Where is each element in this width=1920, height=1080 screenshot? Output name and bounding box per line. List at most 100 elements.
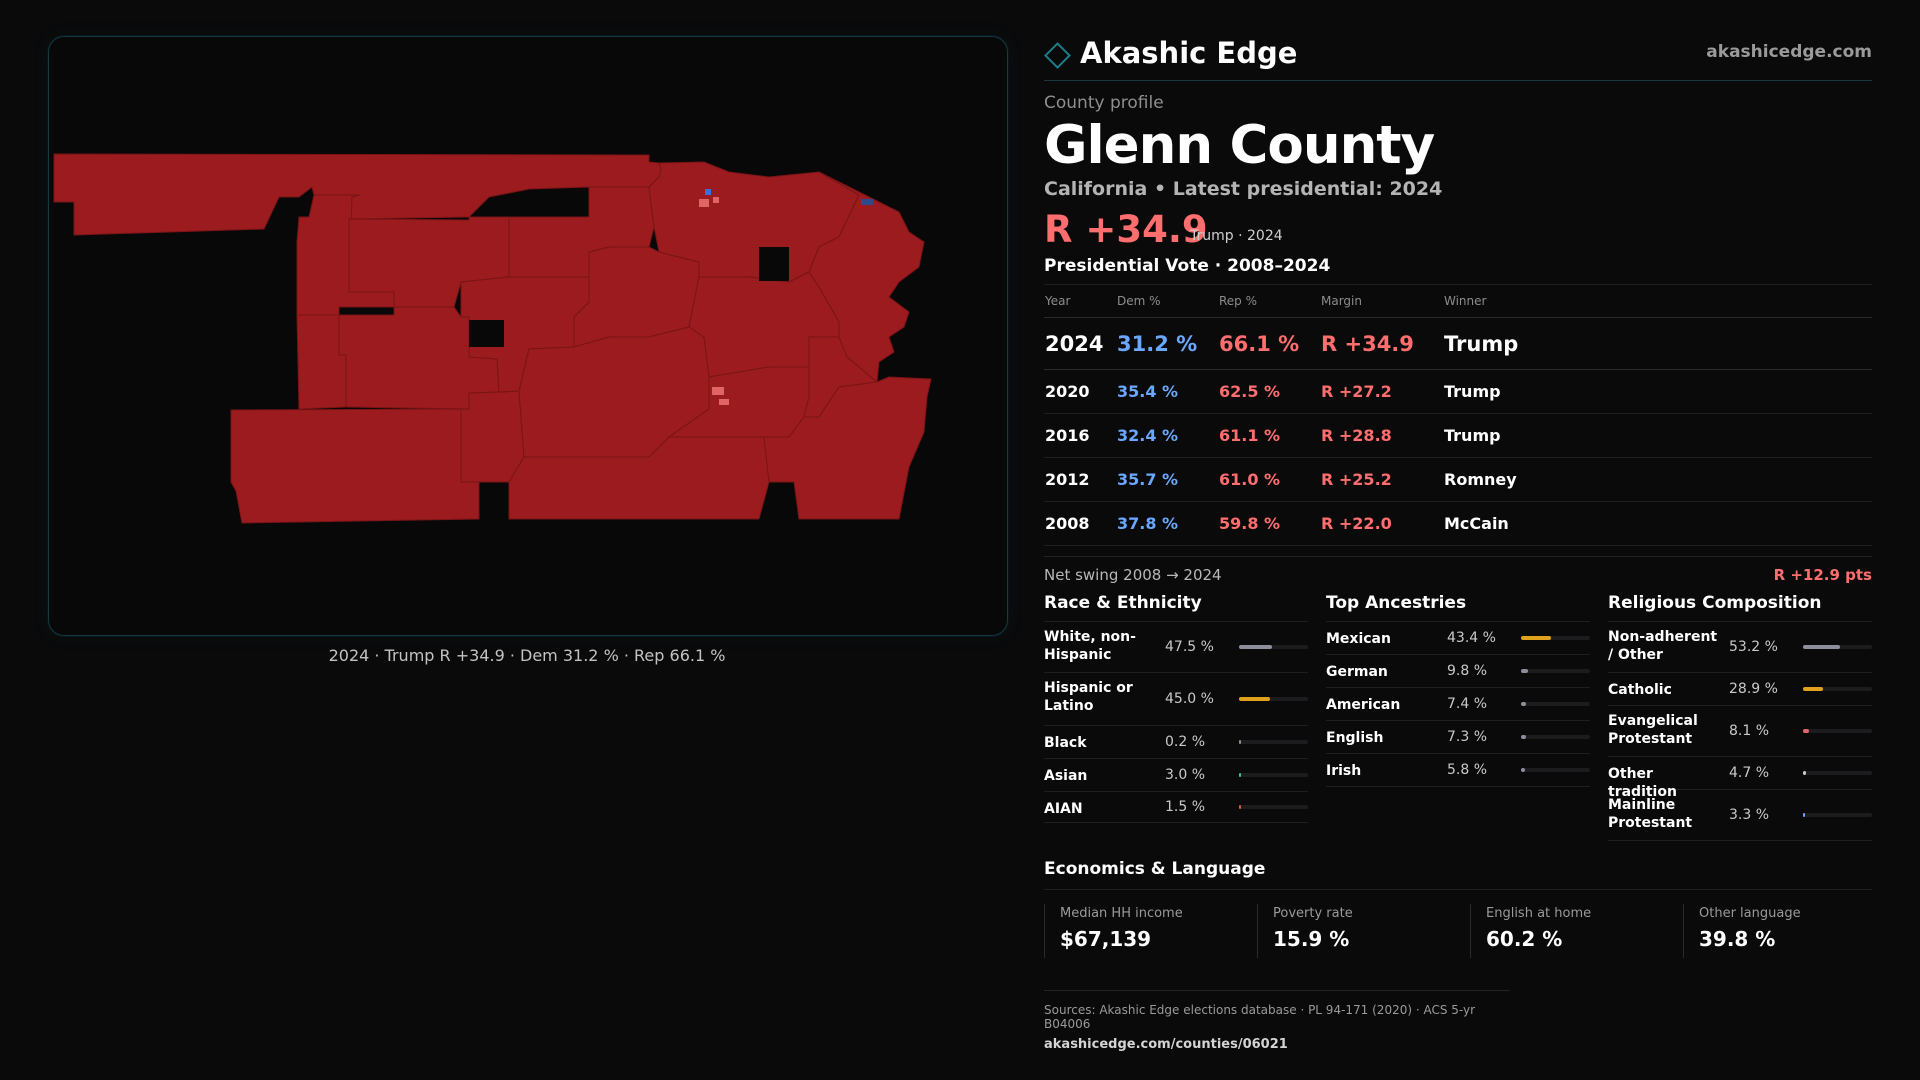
share-bar-fill — [1803, 729, 1809, 733]
share-bar-fill — [1521, 669, 1528, 673]
row-year: 2020 — [1044, 369, 1116, 414]
share-bar-fill — [1803, 645, 1840, 649]
row-winner: Trump — [1443, 413, 1872, 458]
sources-line: Sources: Akashic Edge elections database… — [1044, 1003, 1476, 1031]
economics-heading: Economics & Language — [1044, 859, 1872, 890]
share-bar-fill — [1239, 805, 1241, 809]
stat-card-english: English at home 60.2 % — [1470, 904, 1696, 958]
list-item-label: English — [1326, 730, 1384, 746]
share-bar — [1803, 729, 1872, 733]
list-item-value: 8.1 % — [1729, 723, 1770, 739]
stat-label: Median HH income — [1060, 906, 1183, 921]
share-bar — [1803, 645, 1872, 649]
list-item-label: Mainline Protestant — [1608, 797, 1693, 831]
stat-label: Poverty rate — [1273, 906, 1353, 921]
table-row: 2020 35.4 % 62.5 % R +27.2 Trump — [1044, 369, 1872, 414]
share-bar — [1239, 697, 1308, 701]
row-rep: 61.0 % — [1218, 457, 1320, 502]
brand-header: Akashic Edge akashicedge.com — [1044, 36, 1872, 81]
table-row: 2012 35.7 % 61.0 % R +25.2 Romney — [1044, 457, 1872, 502]
map-void-3 — [469, 320, 504, 347]
list-item: German 9.8 % — [1326, 655, 1590, 688]
brand-url-link[interactable]: akashicedge.com — [1706, 42, 1872, 62]
list-item-label: AIAN — [1044, 801, 1083, 817]
list-item: Evangelical Protestant 8.1 % — [1608, 706, 1872, 757]
row-year: 2024 — [1044, 317, 1116, 370]
row-margin: R +28.8 — [1320, 413, 1443, 458]
table-row: 2008 37.8 % 59.8 % R +22.0 McCain — [1044, 501, 1872, 546]
list-item: AIAN 1.5 % — [1044, 792, 1308, 823]
religion-heading: Religious Composition — [1608, 593, 1872, 622]
share-bar — [1239, 805, 1308, 809]
race-heading: Race & Ethnicity — [1044, 593, 1308, 622]
stat-value: 39.8 % — [1699, 927, 1776, 951]
share-bar-fill — [1239, 773, 1241, 777]
list-item-label: Evangelical Protestant — [1608, 713, 1698, 747]
row-dem: 35.4 % — [1116, 369, 1218, 414]
dem-precinct — [705, 189, 711, 195]
col-winner: Winner — [1443, 285, 1872, 318]
stat-card-other-language: Other language 39.8 % — [1683, 904, 1909, 958]
profile-kicker: County profile — [1044, 93, 1164, 113]
share-bar-fill — [1239, 740, 1241, 744]
brand-logo-icon — [1044, 42, 1071, 69]
stat-label: Other language — [1699, 906, 1801, 921]
list-item: Mainline Protestant 3.3 % — [1608, 790, 1872, 841]
list-item: Irish 5.8 % — [1326, 754, 1590, 787]
share-bar-fill — [1803, 813, 1805, 817]
presidential-vote-heading: Presidential Vote · 2008–2024 — [1044, 256, 1872, 285]
net-swing: Net swing 2008 → 2024 R +12.9 pts — [1044, 556, 1872, 589]
list-item-value: 45.0 % — [1165, 691, 1214, 707]
headline-margin-note: Trump · 2024 — [1190, 228, 1283, 244]
row-year: 2012 — [1044, 457, 1116, 502]
county-map[interactable] — [48, 36, 1008, 636]
row-winner: Trump — [1443, 317, 1872, 370]
share-bar — [1803, 813, 1872, 817]
list-item-label: Other tradition — [1608, 766, 1677, 800]
list-item-label: Non-adherent / Other — [1608, 629, 1718, 663]
list-item: Non-adherent / Other 53.2 % — [1608, 622, 1872, 673]
demographics: Race & Ethnicity White, non-Hispanic 47.5… — [1044, 593, 1872, 849]
list-item-value: 1.5 % — [1165, 799, 1206, 815]
col-rep: Rep % — [1218, 285, 1320, 318]
list-item: Other tradition 4.7 % — [1608, 757, 1872, 800]
share-bar-fill — [1521, 636, 1551, 640]
table-row: 2024 31.2 % 66.1 % R +34.9 Trump — [1044, 317, 1872, 370]
row-year: 2016 — [1044, 413, 1116, 458]
headline-margin: R +34.9 Trump · 2024 — [1044, 208, 1872, 251]
list-item-value: 7.4 % — [1447, 696, 1488, 712]
row-margin: R +27.2 — [1320, 369, 1443, 414]
stat-card-income: Median HH income $67,139 — [1044, 904, 1270, 958]
row-dem: 35.7 % — [1116, 457, 1218, 502]
share-bar — [1239, 740, 1308, 744]
county-subtitle: California • Latest presidential: 2024 — [1044, 178, 1443, 200]
dem-precinct-2 — [861, 199, 873, 205]
town-precincts — [699, 189, 873, 405]
precinct-map[interactable] — [49, 37, 1007, 635]
list-item-label: Irish — [1326, 763, 1362, 779]
stat-value: $67,139 — [1060, 927, 1152, 951]
share-bar — [1521, 735, 1590, 739]
row-rep: 59.8 % — [1218, 501, 1320, 546]
row-rep: 62.5 % — [1218, 369, 1320, 414]
precinct-east-5 — [763, 376, 932, 520]
list-item: Hispanic or Latino 45.0 % — [1044, 673, 1308, 726]
list-item-value: 4.7 % — [1729, 765, 1770, 781]
share-bar-fill — [1239, 645, 1272, 649]
list-item-value: 53.2 % — [1729, 639, 1778, 655]
list-item: Catholic 28.9 % — [1608, 673, 1872, 706]
share-bar — [1803, 771, 1872, 775]
row-winner: McCain — [1443, 501, 1872, 546]
brand-name[interactable]: Akashic Edge — [1080, 36, 1298, 70]
stat-value: 60.2 % — [1486, 927, 1563, 951]
list-item: White, non-Hispanic 47.5 % — [1044, 622, 1308, 673]
source-link[interactable]: akashicedge.com/counties/06021 — [1044, 1037, 1288, 1052]
list-item-label: White, non-Hispanic — [1044, 629, 1136, 663]
col-dem: Dem % — [1116, 285, 1218, 318]
religion-panel: Religious Composition Non-adherent / Oth… — [1608, 593, 1872, 841]
row-dem: 32.4 % — [1116, 413, 1218, 458]
list-item-value: 5.8 % — [1447, 762, 1488, 778]
row-rep: 61.1 % — [1218, 413, 1320, 458]
row-rep: 66.1 % — [1218, 317, 1320, 370]
list-item-label: American — [1326, 697, 1401, 713]
